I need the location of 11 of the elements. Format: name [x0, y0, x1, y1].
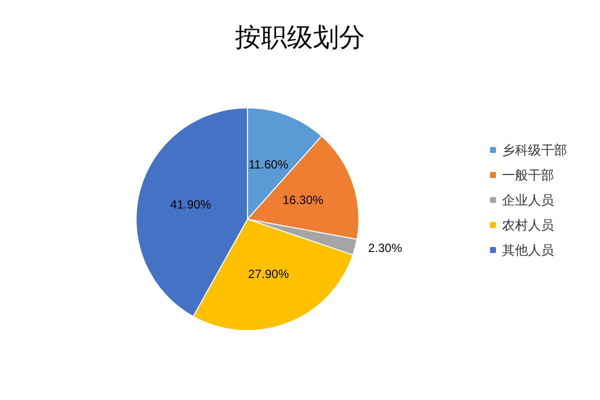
data-label: 2.30%	[368, 241, 402, 256]
legend-label: 乡科级干部	[502, 142, 567, 158]
data-label: 11.60%	[248, 157, 289, 172]
data-label: 27.90%	[248, 266, 290, 281]
legend-label: 农村人员	[502, 218, 554, 232]
legend-label: 其他人员	[502, 242, 554, 258]
data-label: 16.30%	[282, 193, 324, 208]
legend-label: 企业人员	[502, 192, 554, 208]
chart-title: 按职级划分	[235, 23, 365, 53]
legend-label: 一般干部	[502, 168, 554, 182]
data-label: 41.90%	[170, 197, 212, 212]
